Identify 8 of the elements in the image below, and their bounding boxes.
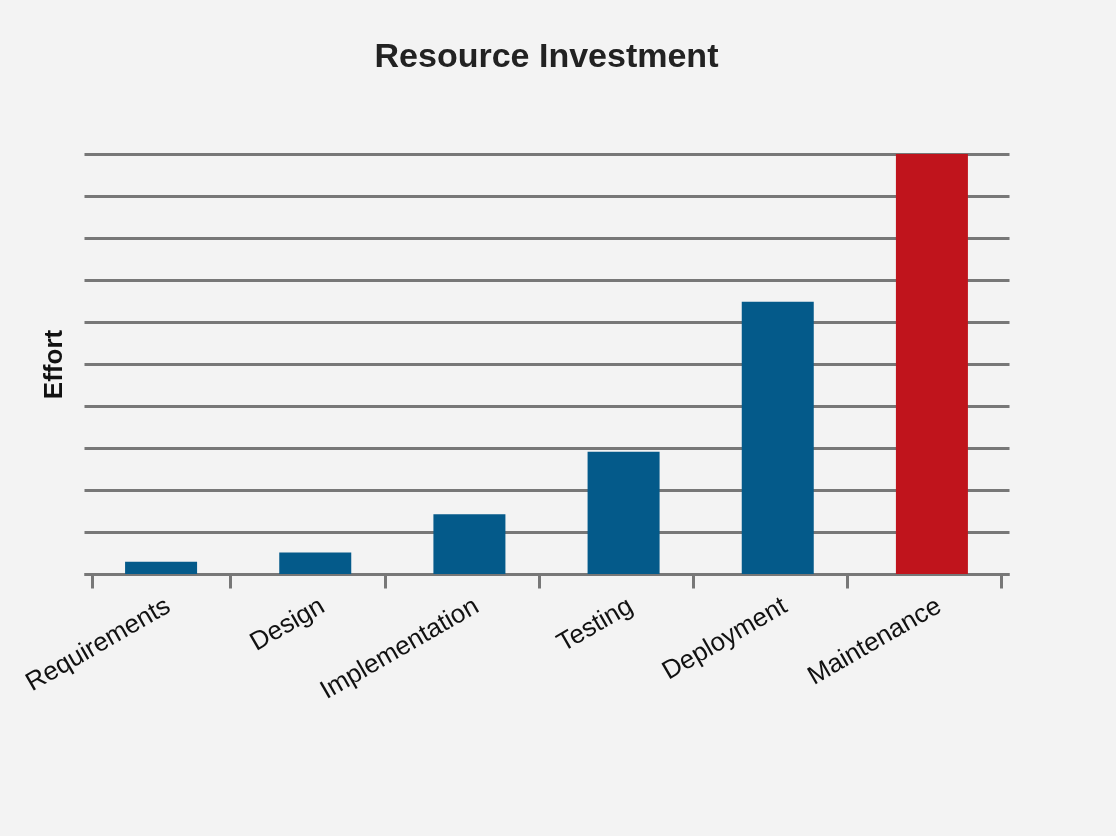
- bar: [741, 301, 814, 574]
- chart-title: Resource Investment: [374, 36, 719, 74]
- bar: [433, 514, 506, 574]
- bar: [587, 451, 660, 574]
- y-axis-title: Effort: [37, 329, 68, 400]
- bar: [279, 552, 352, 574]
- bar: [895, 154, 968, 574]
- bar: [125, 561, 198, 574]
